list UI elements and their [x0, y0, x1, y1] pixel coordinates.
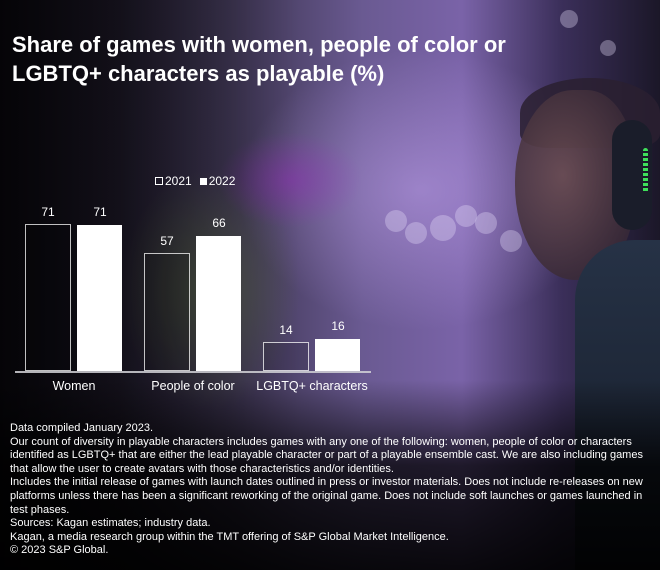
chart-title: Share of games with women, people of col… [12, 32, 506, 86]
bar-women-2022 [77, 225, 122, 371]
value-label: 71 [41, 205, 55, 219]
note-inclusion: Includes the initial release of games wi… [10, 476, 643, 516]
value-label: 71 [93, 205, 107, 219]
note-copyright: © 2023 S&P Global. [10, 544, 109, 557]
filled-swatch-icon [199, 177, 207, 185]
note-date: Data compiled January 2023. [10, 422, 154, 434]
legend: 2021 2022 [155, 174, 235, 188]
legend-item-2021: 2021 [155, 174, 192, 188]
outline-swatch-icon [155, 177, 163, 185]
bar-lgbtq-2022 [315, 339, 360, 371]
legend-item-2022: 2022 [199, 174, 236, 188]
bar-lgbtq-2021 [263, 342, 309, 371]
value-label: 66 [212, 216, 226, 230]
value-label: 57 [160, 234, 174, 248]
category-label-women: Women [52, 379, 96, 393]
legend-label-2022: 2022 [208, 174, 236, 188]
bar-poc-2022 [196, 236, 241, 371]
category-label-poc: People of color [151, 379, 235, 393]
footnotes: Data compiled January 2023. Our count of… [10, 422, 655, 558]
note-methodology: Our count of diversity in playable chara… [10, 435, 643, 475]
x-axis-line [15, 371, 371, 373]
value-label: 16 [331, 319, 345, 333]
note-kagan: Kagan, a media research group within the… [10, 530, 449, 543]
bar-women-2021 [25, 224, 71, 371]
category-label-lgbtq: LGBTQ+ characters [256, 379, 368, 393]
note-sources: Sources: Kagan estimates; industry data. [10, 517, 211, 530]
bar-poc-2021 [144, 253, 190, 371]
value-label: 14 [279, 323, 293, 337]
bar-chart: 71 71 57 66 14 16 Women People of color … [15, 205, 371, 393]
legend-label-2021: 2021 [165, 174, 192, 188]
